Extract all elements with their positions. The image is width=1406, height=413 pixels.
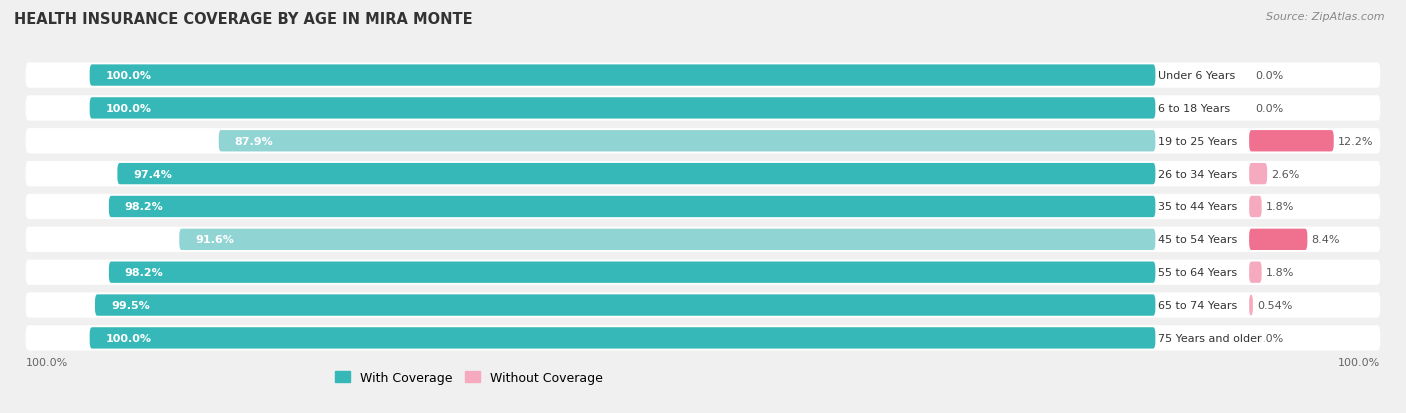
FancyBboxPatch shape [96, 294, 1156, 316]
FancyBboxPatch shape [1249, 196, 1261, 218]
Text: 8.4%: 8.4% [1312, 235, 1340, 245]
Text: 0.0%: 0.0% [1256, 104, 1284, 114]
Text: 55 to 64 Years: 55 to 64 Years [1159, 268, 1237, 278]
FancyBboxPatch shape [25, 96, 1381, 121]
Text: 65 to 74 Years: 65 to 74 Years [1159, 300, 1237, 310]
FancyBboxPatch shape [25, 227, 1381, 252]
Text: 26 to 34 Years: 26 to 34 Years [1159, 169, 1237, 179]
Text: 100.0%: 100.0% [105, 104, 152, 114]
Text: 87.9%: 87.9% [235, 136, 274, 146]
Text: Under 6 Years: Under 6 Years [1159, 71, 1236, 81]
FancyBboxPatch shape [1249, 131, 1334, 152]
Text: 0.54%: 0.54% [1257, 300, 1292, 310]
FancyBboxPatch shape [108, 262, 1156, 283]
FancyBboxPatch shape [117, 164, 1156, 185]
FancyBboxPatch shape [25, 195, 1381, 220]
Text: 97.4%: 97.4% [134, 169, 173, 179]
Text: 12.2%: 12.2% [1339, 136, 1374, 146]
FancyBboxPatch shape [25, 63, 1381, 88]
FancyBboxPatch shape [180, 229, 1156, 250]
FancyBboxPatch shape [25, 129, 1381, 154]
FancyBboxPatch shape [90, 328, 1156, 349]
FancyBboxPatch shape [90, 98, 1156, 119]
Text: 2.6%: 2.6% [1271, 169, 1299, 179]
FancyBboxPatch shape [25, 293, 1381, 318]
FancyBboxPatch shape [25, 325, 1381, 351]
Text: 1.8%: 1.8% [1265, 268, 1295, 278]
Text: 45 to 54 Years: 45 to 54 Years [1159, 235, 1237, 245]
Text: 0.0%: 0.0% [1256, 333, 1284, 343]
Legend: With Coverage, Without Coverage: With Coverage, Without Coverage [330, 366, 607, 389]
Text: 100.0%: 100.0% [1339, 357, 1381, 367]
Text: 100.0%: 100.0% [105, 71, 152, 81]
Text: 75 Years and older: 75 Years and older [1159, 333, 1263, 343]
Text: 0.0%: 0.0% [1256, 71, 1284, 81]
Text: 1.8%: 1.8% [1265, 202, 1295, 212]
FancyBboxPatch shape [1249, 294, 1253, 316]
FancyBboxPatch shape [1249, 262, 1261, 283]
FancyBboxPatch shape [1249, 164, 1267, 185]
Text: 100.0%: 100.0% [25, 357, 67, 367]
FancyBboxPatch shape [219, 131, 1156, 152]
Text: 91.6%: 91.6% [195, 235, 235, 245]
Text: 99.5%: 99.5% [111, 300, 150, 310]
Text: 35 to 44 Years: 35 to 44 Years [1159, 202, 1237, 212]
FancyBboxPatch shape [90, 65, 1156, 86]
Text: 100.0%: 100.0% [105, 333, 152, 343]
FancyBboxPatch shape [108, 196, 1156, 218]
Text: Source: ZipAtlas.com: Source: ZipAtlas.com [1267, 12, 1385, 22]
FancyBboxPatch shape [1249, 229, 1308, 250]
Text: 6 to 18 Years: 6 to 18 Years [1159, 104, 1230, 114]
FancyBboxPatch shape [25, 260, 1381, 285]
Text: 98.2%: 98.2% [125, 202, 163, 212]
Text: 98.2%: 98.2% [125, 268, 163, 278]
Text: 19 to 25 Years: 19 to 25 Years [1159, 136, 1237, 146]
FancyBboxPatch shape [25, 161, 1381, 187]
Text: HEALTH INSURANCE COVERAGE BY AGE IN MIRA MONTE: HEALTH INSURANCE COVERAGE BY AGE IN MIRA… [14, 12, 472, 27]
